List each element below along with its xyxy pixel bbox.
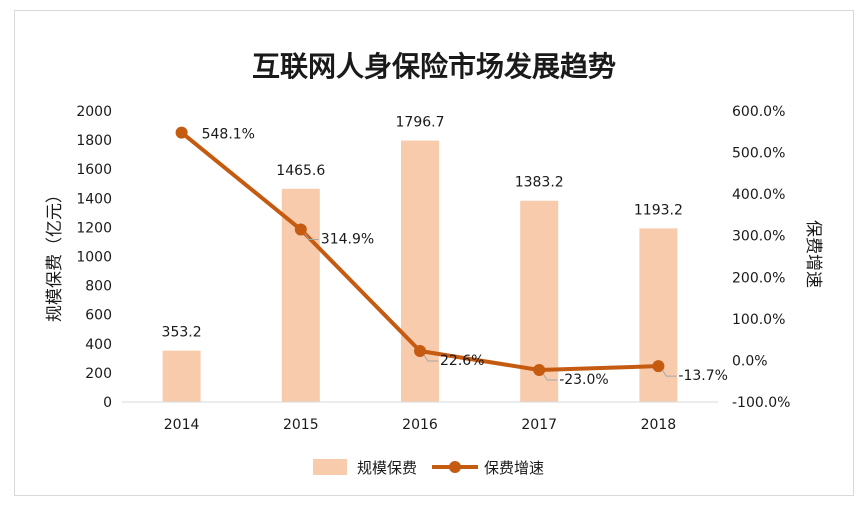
y-left-tick-label: 400 bbox=[85, 337, 112, 353]
growth-label-2014: 548.1% bbox=[202, 127, 255, 143]
bar-2016 bbox=[401, 140, 439, 403]
growth-label-leader bbox=[423, 354, 438, 362]
y-right-tick-label: 100.0% bbox=[732, 312, 785, 328]
y-right-tick-label: 500.0% bbox=[732, 146, 785, 162]
bar-labels: 353.2 1465.6 1796.7 1383.2 1193.2 bbox=[162, 115, 683, 341]
y-left-tick-label: 1400 bbox=[76, 191, 112, 207]
growth-label-2017: -23.0% bbox=[559, 372, 609, 388]
y-left-tick-label: 2000 bbox=[76, 104, 112, 120]
bar-2018 bbox=[639, 228, 678, 402]
chart-title: 互联网人身保险市场发展趋势 bbox=[252, 50, 616, 83]
y-left-tick-label: 200 bbox=[85, 366, 112, 382]
x-tick-label: 2017 bbox=[521, 417, 557, 433]
growth-point-2016 bbox=[414, 345, 426, 358]
x-axis: 2014 2015 2016 2017 2018 bbox=[122, 401, 718, 433]
bar-label-2017: 1383.2 bbox=[515, 175, 564, 191]
legend-bar-swatch bbox=[313, 459, 347, 475]
growth-label-2018: -13.7% bbox=[678, 368, 728, 384]
growth-label-leader bbox=[661, 369, 677, 377]
y-right-tick-label: -100.0% bbox=[732, 395, 790, 411]
bar-label-2016: 1796.7 bbox=[396, 115, 445, 131]
x-tick-label: 2016 bbox=[402, 417, 438, 433]
y-axis-left-title: 规模保费（亿元） bbox=[45, 186, 65, 322]
legend-line-marker bbox=[449, 461, 461, 473]
y-right-tick-label: 600.0% bbox=[732, 104, 785, 120]
bar-2014 bbox=[162, 350, 201, 402]
growth-label-leader bbox=[304, 233, 319, 241]
x-tick-label: 2018 bbox=[641, 417, 677, 433]
y-left-tick-label: 1200 bbox=[76, 220, 112, 236]
growth-point-2015 bbox=[294, 223, 307, 236]
y-axis-right: -100.0% 0.0% 100.0% 200.0% 300.0% 400.0% 500.0… bbox=[732, 104, 790, 411]
growth-point-2014 bbox=[175, 126, 188, 139]
legend: 规模保费 保费增速 bbox=[313, 459, 544, 477]
y-right-tick-label: 0.0% bbox=[732, 353, 768, 369]
y-right-tick-label: 200.0% bbox=[732, 270, 785, 286]
growth-label-2015: 314.9% bbox=[321, 232, 374, 248]
legend-line-label: 保费增速 bbox=[484, 459, 544, 477]
bar-label-2014: 353.2 bbox=[162, 325, 202, 341]
line-labels: 548.1% 314.9% 22.6% -23.0% -13.7% bbox=[202, 127, 728, 388]
y-left-tick-label: 1600 bbox=[76, 162, 112, 178]
growth-point-2018 bbox=[652, 360, 665, 373]
y-left-tick-label: 600 bbox=[85, 308, 112, 324]
legend-bar-label: 规模保费 bbox=[357, 459, 417, 477]
y-axis-right-title: 保费增速 bbox=[803, 220, 823, 288]
bar-series bbox=[162, 140, 678, 403]
y-left-tick-label: 0 bbox=[103, 395, 112, 411]
y-left-tick-label: 1800 bbox=[76, 133, 112, 149]
growth-point-2017 bbox=[533, 363, 546, 376]
y-axis-left: 0 200 400 600 800 1000 1200 1400 1600 1800 2000 bbox=[76, 104, 112, 411]
growth-label-leader bbox=[542, 373, 558, 381]
y-right-tick-label: 400.0% bbox=[732, 187, 785, 203]
x-tick-label: 2015 bbox=[283, 417, 319, 433]
x-tick-label: 2014 bbox=[164, 417, 200, 433]
bar-label-2015: 1465.6 bbox=[276, 163, 325, 179]
y-left-tick-label: 800 bbox=[85, 279, 112, 295]
line-series bbox=[175, 126, 665, 376]
bar-label-2018: 1193.2 bbox=[634, 202, 683, 218]
y-right-tick-label: 300.0% bbox=[732, 229, 785, 245]
growth-label-2016: 22.6% bbox=[440, 353, 484, 369]
y-left-tick-label: 1000 bbox=[76, 250, 112, 266]
